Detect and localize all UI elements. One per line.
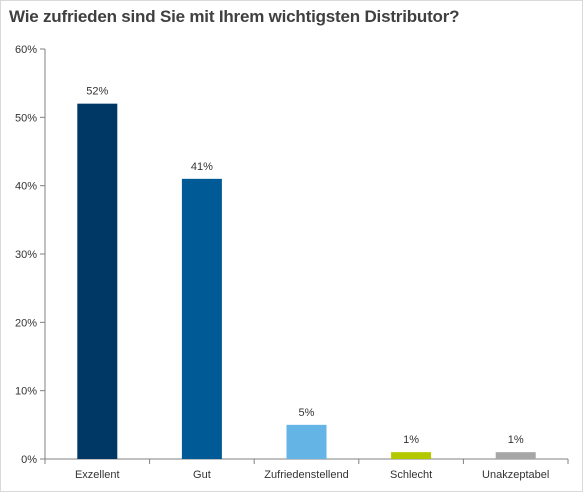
- bar-exzellent: [77, 103, 118, 460]
- bar-zufriedenstellend: [286, 424, 327, 459]
- x-tick-label: Unakzeptabel: [482, 469, 549, 481]
- x-tick-label: Schlecht: [390, 469, 432, 481]
- data-label: 1%: [403, 434, 419, 446]
- bar-gut: [181, 178, 222, 460]
- bars: [77, 103, 536, 460]
- y-tick-label: 20%: [15, 317, 37, 329]
- data-label: 1%: [508, 434, 524, 446]
- labels: 0% 10% 20% 30% 40% 50% 60% 52% Exzellent 41% Gut 5%…: [15, 44, 549, 481]
- data-label: 5%: [299, 407, 315, 419]
- x-tick-label: Gut: [193, 469, 211, 481]
- y-tick-label: 10%: [15, 386, 37, 398]
- y-tick-label: 60%: [15, 44, 37, 56]
- x-tick-label: Exzellent: [75, 469, 120, 481]
- y-tick-label: 30%: [15, 249, 37, 261]
- y-tick-label: 50%: [15, 112, 37, 124]
- bar-unakzeptabel: [495, 452, 536, 459]
- x-tick-label: Zufriedenstellend: [264, 469, 348, 481]
- axes: [40, 48, 569, 464]
- y-tick-label: 0%: [21, 454, 37, 466]
- chart-title: Wie zufrieden sind Sie mit Ihrem wichtig…: [9, 7, 460, 26]
- y-tick-label: 40%: [15, 181, 37, 193]
- data-label: 52%: [86, 86, 108, 98]
- data-label: 41%: [191, 161, 213, 173]
- bar-schlecht: [391, 452, 432, 459]
